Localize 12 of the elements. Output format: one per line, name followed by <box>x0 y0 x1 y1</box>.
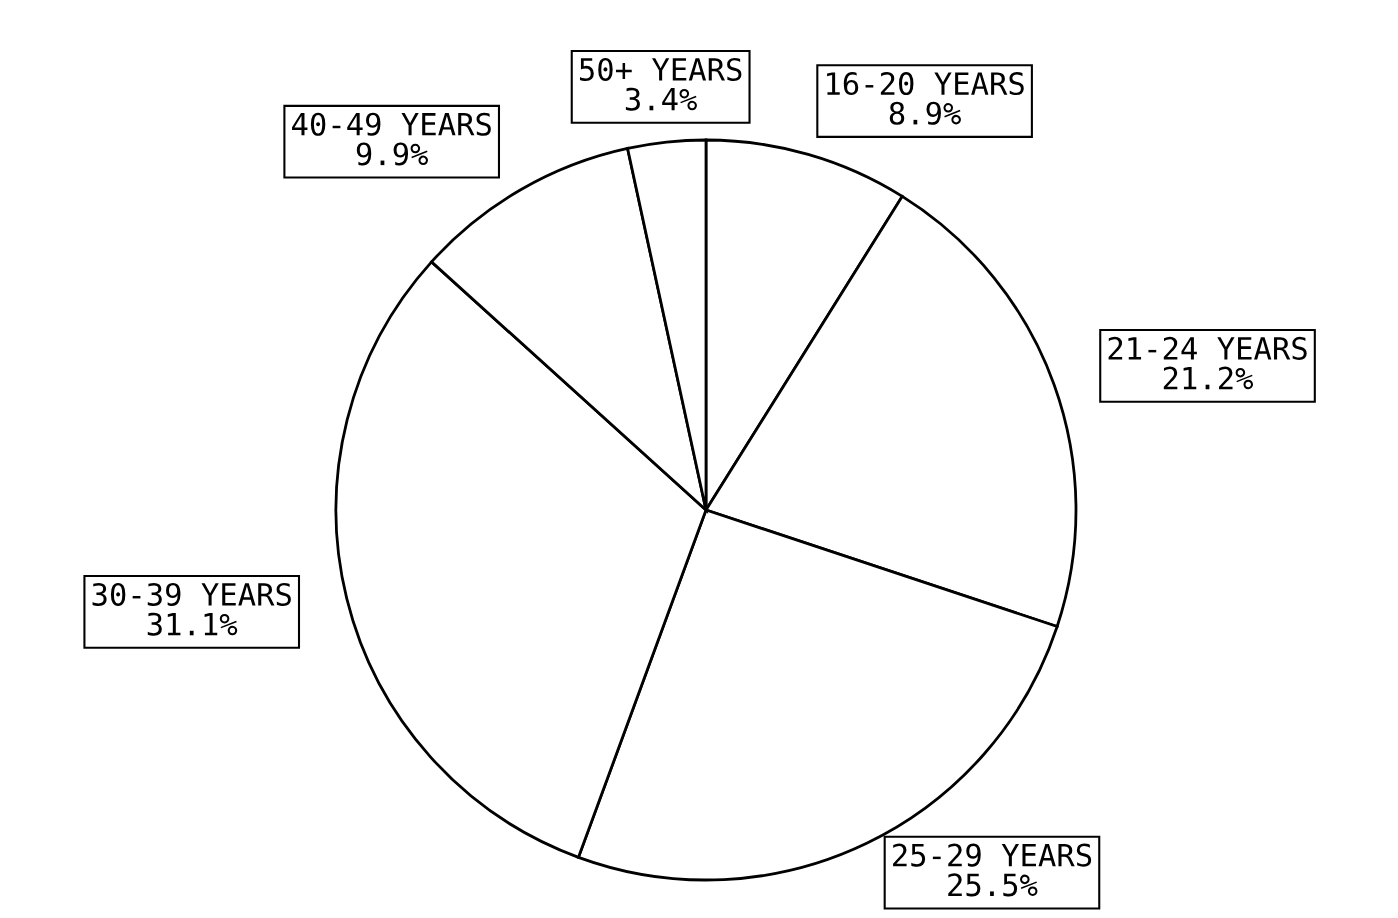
data-label: 9.9% <box>356 142 428 166</box>
data-label: 25.5% <box>948 873 1038 897</box>
data-label: 31.1% <box>147 612 238 636</box>
data-label: 21.2% <box>1163 366 1254 390</box>
data-label: 8.9% <box>889 101 961 125</box>
slice-label: 30-39 YEARS <box>92 582 291 607</box>
slice-label: 50+ YEARS <box>579 57 742 81</box>
slice-label: 40-49 YEARS <box>292 112 491 136</box>
data-label: 3.4% <box>625 87 697 111</box>
slice-label: 25-29 YEARS <box>893 843 1092 867</box>
slice-label: 21-24 YEARS <box>1108 336 1307 360</box>
slice-label: 16-20 YEARS <box>827 71 1024 96</box>
